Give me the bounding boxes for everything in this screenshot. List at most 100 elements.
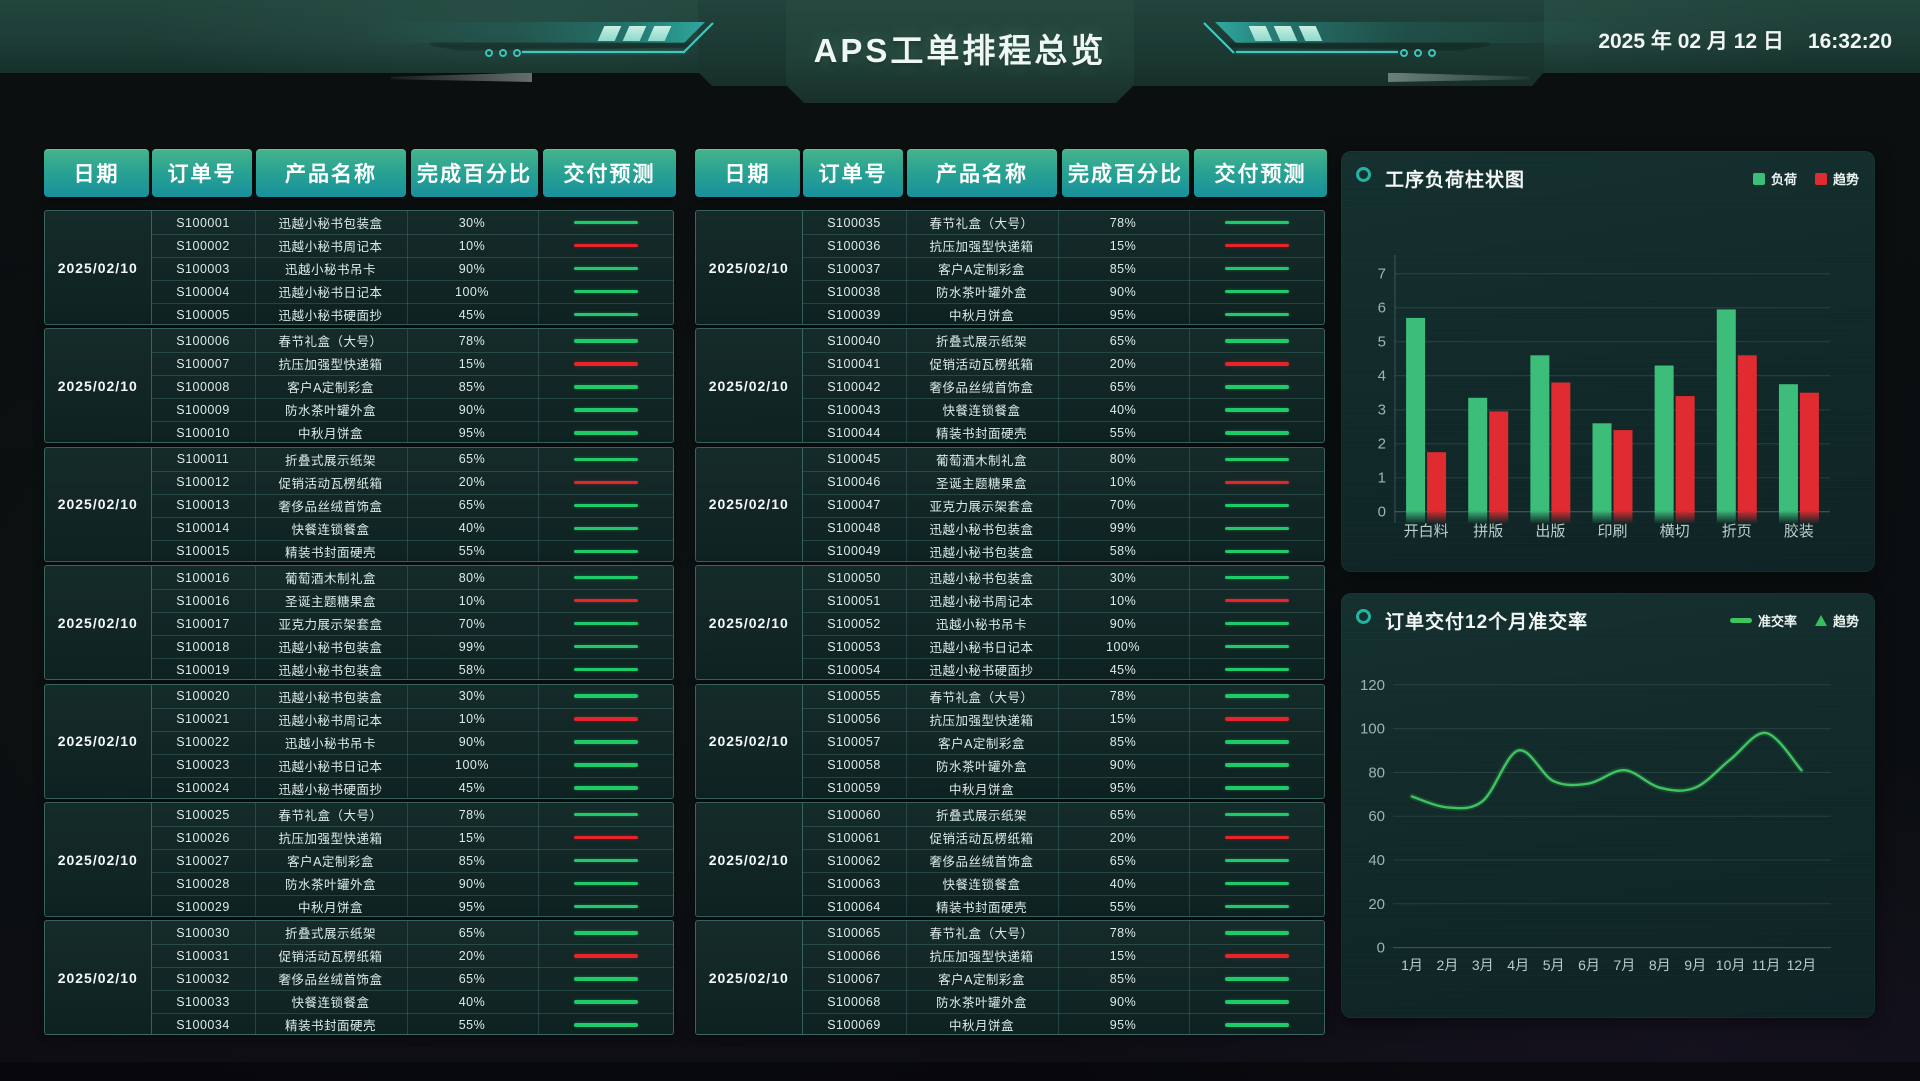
forecast-line-green [1225,644,1290,649]
completion-pct-cell: 15% [458,356,486,371]
table-row[interactable]: S100055 春节礼盒（大号） 78% [696,685,1324,708]
table-row[interactable]: S100064 精装书封面硬壳 55% [696,895,1324,918]
table-row[interactable]: S100003 迅越小秘书吊卡 90% [45,257,673,280]
table-row[interactable]: S100033 快餐连锁餐盒 40% [45,990,673,1013]
table-row[interactable]: S100046 圣诞主题糖果盒 10% [696,470,1324,494]
table-row[interactable]: S100053 迅越小秘书日记本 100% [696,635,1324,658]
order-no-cell: S100005 [176,307,230,322]
row-separator [151,280,673,281]
table-row[interactable]: S100062 奢侈品丝绒首饰盒 65% [696,849,1324,872]
table-row[interactable]: S100001 迅越小秘书包装盒 30% [45,211,673,234]
table-row[interactable]: S100060 折叠式展示纸架 65% [696,803,1324,826]
table-row[interactable]: S100017 亚克力展示架套盒 70% [45,612,673,635]
table-row[interactable]: S100067 客户A定制彩盒 85% [696,967,1324,990]
table-row[interactable]: S100007 抗压加强型快递箱 15% [45,352,673,375]
table-row[interactable]: S100004 迅越小秘书日记本 100% [45,280,673,303]
table-row[interactable]: S100041 促销活动瓦楞纸箱 20% [696,352,1324,375]
table-row[interactable]: S100045 葡萄酒木制礼盒 80% [696,448,1324,471]
table-row[interactable]: S100032 奢侈品丝绒首饰盒 65% [45,967,673,990]
table-row[interactable]: S100039 中秋月饼盒 95% [696,303,1324,326]
table-row[interactable]: S100027 客户A定制彩盒 85% [45,849,673,872]
table-row[interactable]: S100006 春节礼盒（大号） 78% [45,329,673,352]
completion-pct-cell: 90% [1109,616,1137,631]
table-row[interactable]: S100035 春节礼盒（大号） 78% [696,211,1324,234]
table-row[interactable]: S100008 客户A定制彩盒 85% [45,375,673,398]
table-row[interactable]: S100061 促销活动瓦楞纸箱 20% [696,826,1324,849]
table-row[interactable]: S100009 防水茶叶罐外盒 90% [45,398,673,421]
table-row[interactable]: S100042 奢侈品丝绒首饰盒 65% [696,375,1324,398]
table-row[interactable]: S100013 奢侈品丝绒首饰盒 65% [45,493,673,517]
legend-item-load[interactable]: 负荷 [1752,169,1797,188]
table-row[interactable]: S100012 促销活动瓦楞纸箱 20% [45,470,673,494]
legend-item-rate[interactable]: 准交率 [1729,611,1797,630]
table-row[interactable]: S100069 中秋月饼盒 95% [696,1013,1324,1036]
table-row[interactable]: S100031 促销活动瓦楞纸箱 20% [45,944,673,967]
table-row[interactable]: S100066 抗压加强型快递箱 15% [696,944,1324,967]
product-name-cell: 圣诞主题糖果盒 [935,476,1027,491]
table-row[interactable]: S100034 精装书封面硬壳 55% [45,1013,673,1036]
order-no-cell: S100038 [827,284,881,299]
product-name-cell: 精装书封面硬壳 [935,901,1027,915]
table-row[interactable]: S100019 迅越小秘书包装盒 58% [45,658,673,681]
table-row[interactable]: S100002 迅越小秘书周记本 10% [45,234,673,257]
completion-pct-cell: 65% [458,498,486,513]
table-row[interactable]: S100005 迅越小秘书硬面抄 45% [45,303,673,326]
table-row[interactable]: S100038 防水茶叶罐外盒 90% [696,280,1324,303]
table-row[interactable]: S100022 迅越小秘书吊卡 90% [45,730,673,754]
table-row[interactable]: S100065 春节礼盒（大号） 78% [696,921,1324,944]
table-row[interactable]: S100023 迅越小秘书日记本 100% [45,753,673,777]
table-row[interactable]: S100028 防水茶叶罐外盒 90% [45,872,673,895]
table-row[interactable]: S100044 精装书封面硬壳 55% [696,421,1324,444]
delivery-forecast-cell [1189,234,1327,257]
table-row[interactable]: S100016 葡萄酒木制礼盒 80% [45,566,673,589]
line-chart: 0 20 40 60 80 100 120 1月 2月 3月 4月 5月 6月 7月 8月 9月 10月 11月 1… [1360,677,1831,973]
table-row[interactable]: S100050 迅越小秘书包装盒 30% [696,566,1324,589]
table-row[interactable]: S100047 亚克力展示架套盒 70% [696,493,1324,517]
delivery-forecast-cell [538,566,676,589]
table-row[interactable]: S100052 迅越小秘书吊卡 90% [696,612,1324,635]
forecast-line-green [1225,858,1290,863]
x-month-label: 1月 [1401,957,1423,973]
table-row[interactable]: S100011 折叠式展示纸架 65% [45,448,673,471]
table-row[interactable]: S100048 迅越小秘书包装盒 99% [696,516,1324,540]
table-row[interactable]: S100058 防水茶叶罐外盒 90% [696,753,1324,777]
table-row[interactable]: S100036 抗压加强型快递箱 15% [696,234,1324,257]
table-row[interactable]: S100010 中秋月饼盒 95% [45,421,673,444]
table-row[interactable]: S100057 客户A定制彩盒 85% [696,730,1324,754]
table-row[interactable]: S100020 迅越小秘书包装盒 30% [45,685,673,708]
table-row[interactable]: S100063 快餐连锁餐盒 40% [696,872,1324,895]
table-row[interactable]: S100015 精装书封面硬壳 55% [45,539,673,563]
table-row[interactable]: S100037 客户A定制彩盒 85% [696,257,1324,280]
forecast-line-red [574,362,639,366]
table-row[interactable]: S100054 迅越小秘书硬面抄 45% [696,658,1324,681]
completion-pct-cell: 10% [458,712,486,727]
completion-pct-cell: 78% [1109,925,1137,940]
table-row[interactable]: S100025 春节礼盒（大号） 78% [45,803,673,826]
column-separator [1057,921,1059,1035]
table-row[interactable]: S100014 快餐连锁餐盒 40% [45,516,673,540]
table-row[interactable]: S100051 迅越小秘书周记本 10% [696,589,1324,612]
table-row[interactable]: S100059 中秋月饼盒 95% [696,776,1324,800]
table-row[interactable]: S100016 圣诞主题糖果盒 10% [45,589,673,612]
table-row[interactable]: S100021 迅越小秘书周记本 10% [45,707,673,731]
legend-item-trend[interactable]: 趋势 [1814,169,1859,188]
table-row[interactable]: S100068 防水茶叶罐外盒 90% [696,990,1324,1013]
table-row[interactable]: S100056 抗压加强型快递箱 15% [696,707,1324,731]
product-name-cell: 春节礼盒（大号） [278,335,383,350]
legend-swatch-triangle-icon [1814,615,1827,626]
row-separator [151,872,673,873]
legend-item-trend2[interactable]: 趋势 [1814,611,1859,630]
column-header-left-4: 交付预测 [543,149,676,197]
table-row[interactable]: S100043 快餐连锁餐盒 40% [696,398,1324,421]
delivery-forecast-cell [1189,329,1327,352]
table-row[interactable]: S100026 抗压加强型快递箱 15% [45,826,673,849]
table-row[interactable]: S100029 中秋月饼盒 95% [45,895,673,918]
table-row[interactable]: S100049 迅越小秘书包装盒 58% [696,539,1324,563]
row-separator [802,826,1324,827]
table-row[interactable]: S100024 迅越小秘书硬面抄 45% [45,776,673,800]
table-row[interactable]: S100040 折叠式展示纸架 65% [696,329,1324,352]
order-no-cell: S100052 [827,616,881,631]
column-separator [537,447,539,561]
table-row[interactable]: S100018 迅越小秘书包装盒 99% [45,635,673,658]
table-row[interactable]: S100030 折叠式展示纸架 65% [45,921,673,944]
